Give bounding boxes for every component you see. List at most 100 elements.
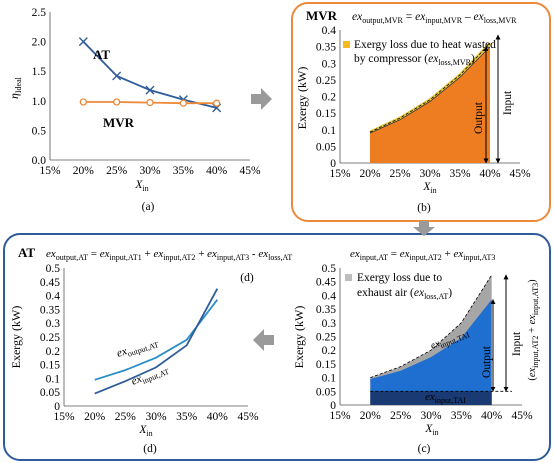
- series-line-input: [94, 288, 219, 395]
- panel-a: 15% 20% 25% 30% 35% 40% 45% 0.0 0.5 1.0 1.5 2.0 2.5 A…: [9, 7, 261, 213]
- base-area-tai: [370, 391, 492, 405]
- data-point-at: [78, 37, 88, 47]
- y-tick-label: 0.1: [322, 373, 337, 385]
- x-tick-label: 15%: [329, 410, 351, 422]
- panel-tag-at: AT: [18, 245, 35, 260]
- x-tick-label: 30%: [139, 165, 161, 177]
- x-tick-label: 35%: [451, 410, 473, 422]
- series-label-output: exoutput,AT​: [115, 335, 160, 361]
- data-point-mvr: [179, 99, 187, 107]
- x-tick-label: 15%: [329, 168, 351, 180]
- panel-d: 15% 20% 25% 30% 35% 40% 45% 0 0.05 0.10.15 0.2 0.25…: [9, 245, 292, 455]
- x-tick-label: 40%: [207, 411, 229, 423]
- x-tick-label: 15%: [39, 165, 61, 177]
- tai-label: exinput,TAI​: [425, 391, 466, 405]
- x-axis-title: Xin​: [422, 181, 436, 195]
- input-composition-label: (exinput,AT2​ + exinput,AT3​): [527, 279, 540, 381]
- left-arrow-icon: [253, 329, 274, 351]
- y-tick-label: 0.25: [316, 75, 336, 87]
- data-point-mvr: [146, 98, 154, 107]
- y-tick-label: 0.45: [316, 277, 336, 289]
- y-tick-label: 0.4: [322, 290, 337, 302]
- x-axis-title: Xin​: [134, 179, 148, 193]
- y-tick-label: 0.35: [316, 42, 336, 54]
- panel-tag-mvr: MVR: [306, 8, 338, 23]
- x-tick-label: 40%: [479, 168, 501, 180]
- x-tick-label: 25%: [106, 165, 128, 177]
- series-label-mvr: MVR: [103, 115, 135, 130]
- output-label: Output: [481, 345, 493, 378]
- y-axis-title: Exergy (kW): [295, 67, 309, 130]
- y-tick-label: 0.15: [316, 108, 336, 120]
- y-tick-label: 0.5: [32, 125, 47, 137]
- x-axis-title: Xin​: [424, 423, 438, 437]
- panel-caption-d: (d): [143, 443, 157, 455]
- y-tick-label: 0: [330, 400, 336, 412]
- y-tick-label: 0.05: [316, 141, 336, 153]
- input-curve: [369, 43, 491, 133]
- x-tick-label: 25%: [115, 411, 137, 423]
- data-point-at: [112, 71, 122, 81]
- panel-caption-b: (b): [417, 202, 431, 214]
- input-label: Input: [502, 90, 514, 115]
- x-tick-label: 25%: [390, 410, 412, 422]
- x-tick-label: 20%: [84, 411, 106, 423]
- x-tick-label: 15%: [53, 411, 75, 423]
- x-tick-label: 45%: [237, 411, 259, 423]
- input-curve: [370, 274, 493, 378]
- y-tick-label: 0.35: [40, 304, 60, 316]
- x-tick-label: 30%: [420, 410, 442, 422]
- y-tick-label: 0: [330, 158, 336, 170]
- y-tick-label: 0.25: [40, 332, 60, 344]
- y-tick-label: 0: [54, 401, 60, 413]
- panel-caption-c: (c): [418, 443, 431, 455]
- legend-text-line1: Exergy loss due to: [357, 272, 442, 284]
- legend-text-line1: Exergy loss due to heat wasted: [354, 39, 496, 51]
- x-tick-label: 20%: [360, 410, 382, 422]
- y-axis-title: ηIdeal​: [9, 76, 23, 98]
- x-tick-label: 35%: [176, 411, 198, 423]
- y-tick-label: 0.1: [322, 125, 337, 137]
- legend-text-line2: by compressor (exloss,MVR​): [354, 53, 475, 67]
- legend-text-line2: exhaust air (exloss,AT​): [357, 287, 452, 301]
- legend-swatch: [345, 274, 352, 281]
- x-tick-label: 30%: [145, 411, 167, 423]
- equation-at-input: exinput,AT​ = exinput,AT2​ + exinput,AT3…: [350, 248, 495, 262]
- panel-b: 15% 20% 25% 30% 35% 40% 45% 0 0.05 0.1 0.15 0.2 0.25…: [295, 8, 531, 214]
- data-point-mvr: [113, 98, 121, 106]
- output-label: Output: [473, 101, 485, 134]
- y-tick-label: 0.05: [40, 387, 60, 399]
- equation-mvr: exoutput,MVR​ = exinput,MVR​ – exloss,MV…: [352, 11, 517, 25]
- x-tick-label: 30%: [419, 168, 441, 180]
- x-tick-label: 40%: [481, 410, 503, 422]
- data-point-mvr: [213, 99, 221, 107]
- right-arrow-icon: [251, 88, 272, 110]
- x-tick-label: 40%: [206, 165, 228, 177]
- x-axis-title: Xin​: [138, 424, 152, 438]
- at-frame: [3, 233, 551, 461]
- y-tick-label: 0.35: [316, 304, 336, 316]
- panel-corner-label-d: (d): [240, 272, 254, 284]
- x-tick-label: 20%: [73, 165, 95, 177]
- legend-swatch: [343, 41, 350, 48]
- x-tick-label: 45%: [511, 410, 533, 422]
- y-tick-label: 0.3: [46, 318, 61, 330]
- y-tick-label: 0.3: [322, 318, 337, 330]
- equation-at-output: exoutput,AT​ = exinput,AT1​ + exinput,AT…: [46, 248, 292, 262]
- output-area: [370, 299, 492, 405]
- x-tick-label: 20%: [359, 168, 381, 180]
- output-curve: [369, 46, 491, 134]
- x-tick-label: 35%: [173, 165, 195, 177]
- y-tick-label: 0.2: [46, 346, 61, 358]
- y-tick-label: 1.0: [32, 96, 47, 108]
- x-tick-label: 25%: [389, 168, 411, 180]
- input-label: Input: [511, 331, 523, 356]
- x-tick-label: 45%: [509, 168, 531, 180]
- data-point-at: [145, 85, 155, 95]
- y-tick-label: 0.0: [32, 155, 47, 167]
- y-tick-label: 0.15: [40, 360, 60, 372]
- data-point-mvr: [79, 98, 87, 106]
- y-tick-label: 0.2: [322, 345, 337, 357]
- y-tick-label: 0.5: [46, 263, 61, 275]
